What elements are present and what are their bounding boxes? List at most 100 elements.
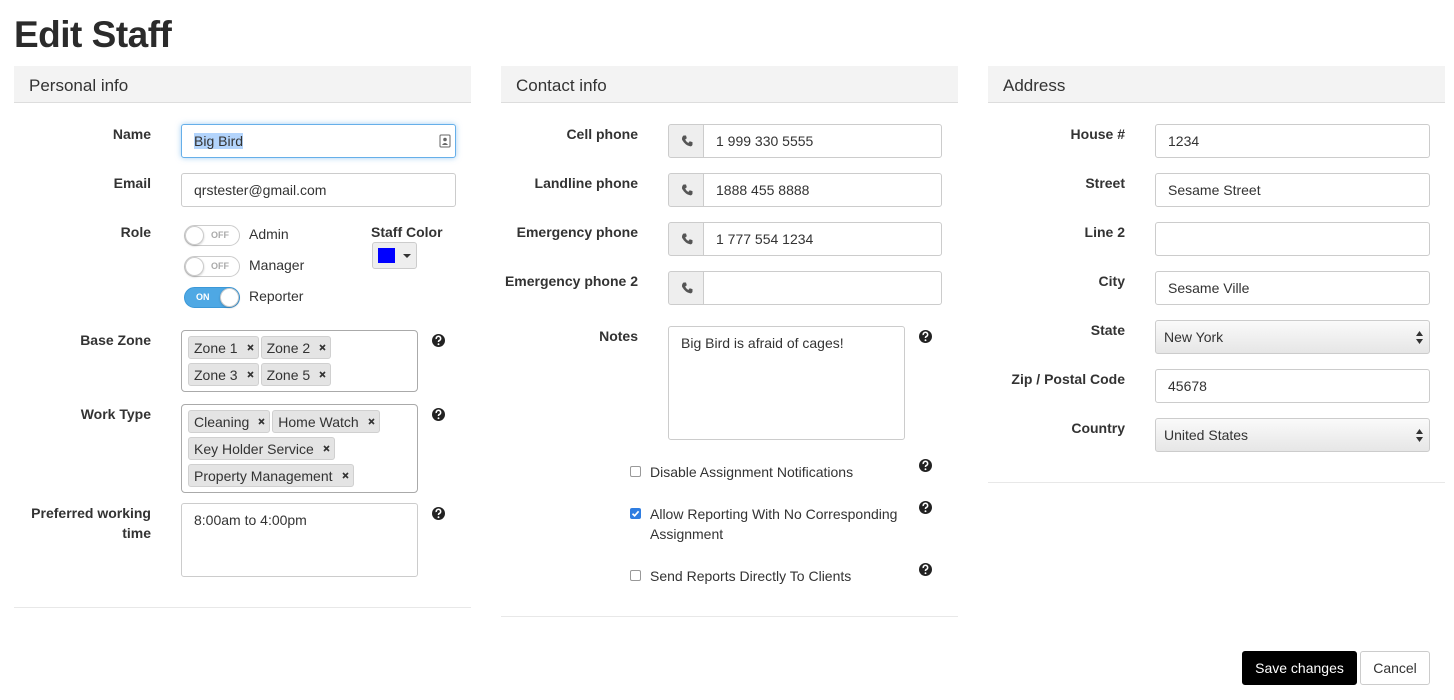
help-glyph: [432, 507, 445, 520]
section-divider: [501, 616, 958, 617]
phone-input[interactable]: 1888 455 8888: [703, 173, 942, 207]
tag-remove[interactable]: [247, 371, 254, 378]
email-input[interactable]: qrstester@gmail.com: [181, 173, 456, 207]
name-input[interactable]: Big Bird: [181, 124, 456, 158]
tag-remove[interactable]: [368, 418, 375, 425]
phone-input[interactable]: 1 999 330 5555: [703, 124, 942, 158]
tag: Property Management: [188, 464, 354, 487]
role-label: Reporter: [249, 288, 304, 304]
toggle-state: ON: [196, 292, 210, 302]
text-input[interactable]: Sesame Street: [1155, 173, 1430, 207]
field-label: Work Type: [80, 406, 151, 422]
input-group: [668, 271, 942, 305]
caret: [403, 254, 411, 258]
input-group: 1888 455 8888: [668, 173, 942, 207]
tag-text: Property Management: [194, 467, 333, 484]
tag-remove[interactable]: [258, 418, 265, 425]
tag-remove[interactable]: [323, 445, 330, 452]
text-input[interactable]: 45678: [1155, 369, 1430, 403]
toggle-switch[interactable]: ON: [184, 287, 240, 308]
help-icon[interactable]: [432, 507, 445, 523]
checkbox-label: Allow Reporting With No Corresponding As…: [650, 506, 898, 542]
tag: Zone 2: [260, 336, 332, 359]
cancel-button[interactable]: Cancel: [1360, 651, 1430, 685]
tag-text: Key Holder Service: [194, 440, 314, 457]
input-value: 1 777 554 1234: [716, 231, 814, 247]
tag: Cleaning: [188, 410, 271, 433]
help-glyph: [432, 334, 445, 347]
field-label: Preferred working time: [31, 505, 151, 541]
input-value: Sesame Ville: [1168, 280, 1250, 296]
field-label: Country: [1071, 420, 1125, 436]
field-label: Role: [120, 224, 151, 240]
tag-remove[interactable]: [319, 344, 326, 351]
textarea[interactable]: 8:00am to 4:00pm: [181, 503, 418, 577]
phone-input[interactable]: 1 777 554 1234: [703, 222, 942, 256]
input-addon: [668, 173, 704, 207]
tag-text: Zone 3: [194, 366, 238, 383]
tag-remove[interactable]: [341, 472, 349, 479]
help-glyph: [919, 459, 932, 472]
help-icon[interactable]: [919, 563, 932, 579]
help-glyph: [432, 408, 445, 421]
help-icon[interactable]: [432, 408, 445, 424]
select-input[interactable]: United States: [1155, 418, 1430, 452]
tag-text: Zone 1: [194, 339, 238, 356]
field-label: Email: [113, 175, 151, 191]
section-title: Address: [1003, 76, 1066, 95]
tag-remove[interactable]: [319, 371, 326, 378]
field-label: Cell phone: [566, 126, 638, 142]
select-arrows: [1416, 331, 1423, 344]
toggle-switch[interactable]: OFF: [184, 256, 240, 277]
help-icon[interactable]: [919, 459, 932, 475]
color-picker[interactable]: [372, 242, 417, 269]
input-value: New York: [1164, 329, 1224, 345]
checkbox-label: Send Reports Directly To Clients: [650, 568, 852, 584]
input-group: 1 999 330 5555: [668, 124, 942, 158]
save-button[interactable]: Save changes: [1242, 651, 1357, 685]
help-glyph: [919, 330, 932, 343]
tag: Zone 5: [260, 363, 332, 386]
section-header: Address: [988, 66, 1445, 103]
field-label: Notes: [599, 328, 638, 344]
section-header: Contact info: [501, 66, 958, 103]
field-label: State: [1090, 322, 1125, 338]
tag-remove[interactable]: [247, 344, 254, 351]
checkbox-label: Disable Assignment Notifications: [650, 464, 854, 480]
tag-text: Home Watch: [278, 413, 359, 430]
text-input[interactable]: 1234: [1155, 124, 1430, 158]
page-title: Edit Staff: [14, 14, 172, 55]
help-icon[interactable]: [919, 501, 932, 517]
field-label: Landline phone: [534, 175, 638, 191]
checkbox[interactable]: [630, 466, 641, 477]
tag-select[interactable]: Cleaning Home Watch Key Holder Service Prop…: [181, 404, 418, 493]
field-label: Name: [112, 126, 151, 142]
tag-select[interactable]: Zone 1 Zone 2 Zone 3 Zone 5: [181, 330, 418, 392]
select-input[interactable]: New York: [1155, 320, 1430, 354]
input-value: 1 999 330 5555: [716, 133, 814, 149]
checkbox[interactable]: [630, 570, 641, 581]
field-label: Zip / Postal Code: [1011, 371, 1125, 387]
check-mark: [631, 510, 640, 518]
toggle-knob: [220, 288, 239, 307]
field-label: House #: [1070, 126, 1125, 142]
section-divider: [988, 482, 1445, 483]
text-input[interactable]: [1155, 222, 1430, 256]
text-input[interactable]: Sesame Ville: [1155, 271, 1430, 305]
input-value: United States: [1164, 427, 1249, 443]
phone-icon: [681, 135, 693, 147]
contact-card-icon[interactable]: [439, 134, 451, 148]
input-value: 1234: [1168, 133, 1200, 149]
tag: Key Holder Service: [188, 437, 335, 460]
phone-input[interactable]: [703, 271, 942, 305]
toggle-switch[interactable]: OFF: [184, 225, 240, 246]
checkbox[interactable]: [630, 508, 641, 519]
help-icon[interactable]: [432, 334, 445, 350]
section-header: Personal info: [14, 66, 471, 103]
section-divider: [14, 607, 471, 608]
tag: Home Watch: [272, 410, 380, 433]
toggle-state: OFF: [211, 230, 229, 240]
help-icon[interactable]: [919, 330, 932, 346]
textarea[interactable]: Big Bird is afraid of cages!: [668, 326, 905, 440]
